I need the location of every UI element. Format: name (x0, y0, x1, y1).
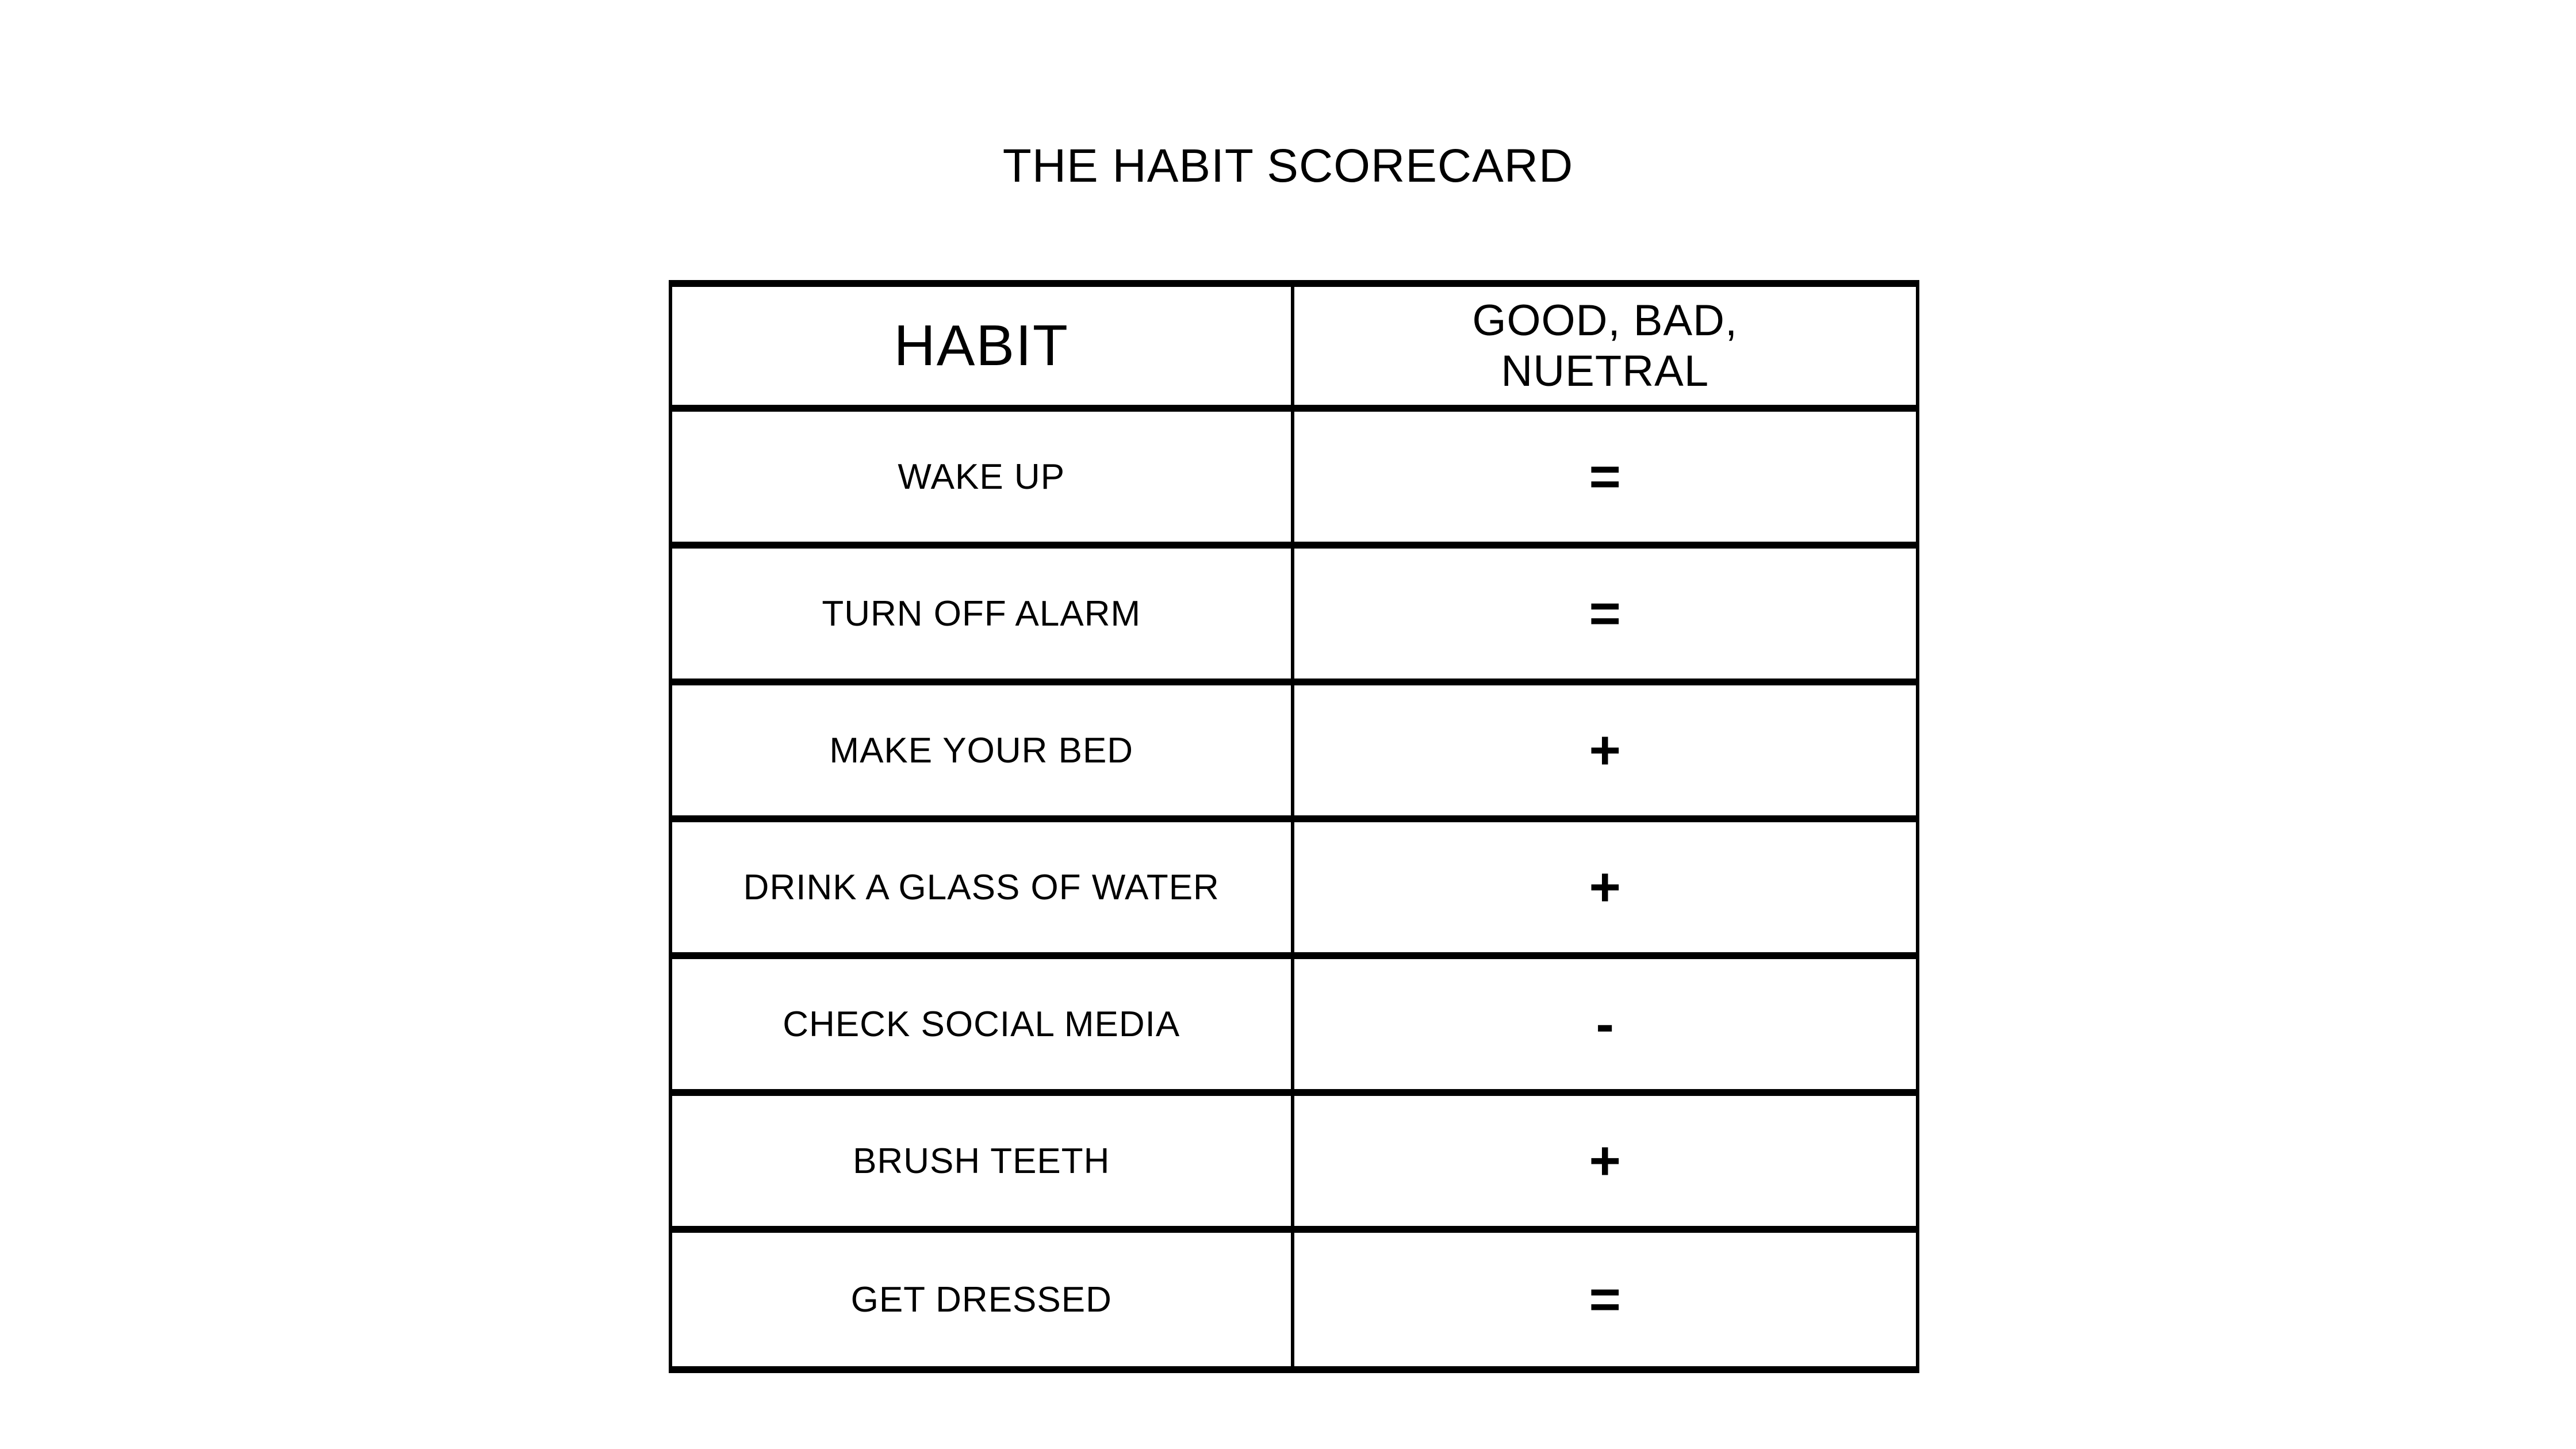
habit-cell: DRINK A GLASS OF WATER (672, 822, 1294, 952)
habit-cell: CHECK SOCIAL MEDIA (672, 959, 1294, 1089)
score-cell: = (1589, 582, 1621, 644)
header-cell-habit: HABIT (672, 287, 1294, 405)
score-cell: + (1589, 856, 1621, 918)
page-title: THE HABIT SCORECARD (1002, 140, 1574, 192)
score-cell: + (1589, 1130, 1621, 1191)
score-cell: = (1589, 446, 1621, 507)
score-cell: - (1596, 993, 1615, 1055)
habit-cell: GET DRESSED (672, 1233, 1294, 1366)
habit-cell: WAKE UP (672, 412, 1294, 542)
table-row: TURN OFF ALARM = (672, 549, 1916, 685)
table-row: GET DRESSED = (672, 1233, 1916, 1366)
habit-scorecard-table: HABIT GOOD, BAD, NUETRAL WAKE UP = TURN … (669, 280, 1919, 1373)
habit-cell: BRUSH TEETH (672, 1096, 1294, 1226)
table-row: DRINK A GLASS OF WATER + (672, 822, 1916, 959)
score-cell: = (1589, 1268, 1621, 1330)
score-cell: + (1589, 719, 1621, 781)
table-row: WAKE UP = (672, 412, 1916, 549)
habit-cell: MAKE YOUR BED (672, 685, 1294, 815)
header-cell-score: GOOD, BAD, NUETRAL (1472, 296, 1738, 396)
habit-cell: TURN OFF ALARM (672, 549, 1294, 678)
table-row: MAKE YOUR BED + (672, 685, 1916, 822)
table-header-row: HABIT GOOD, BAD, NUETRAL (672, 287, 1916, 412)
table-row: CHECK SOCIAL MEDIA - (672, 959, 1916, 1096)
table-row: BRUSH TEETH + (672, 1096, 1916, 1233)
